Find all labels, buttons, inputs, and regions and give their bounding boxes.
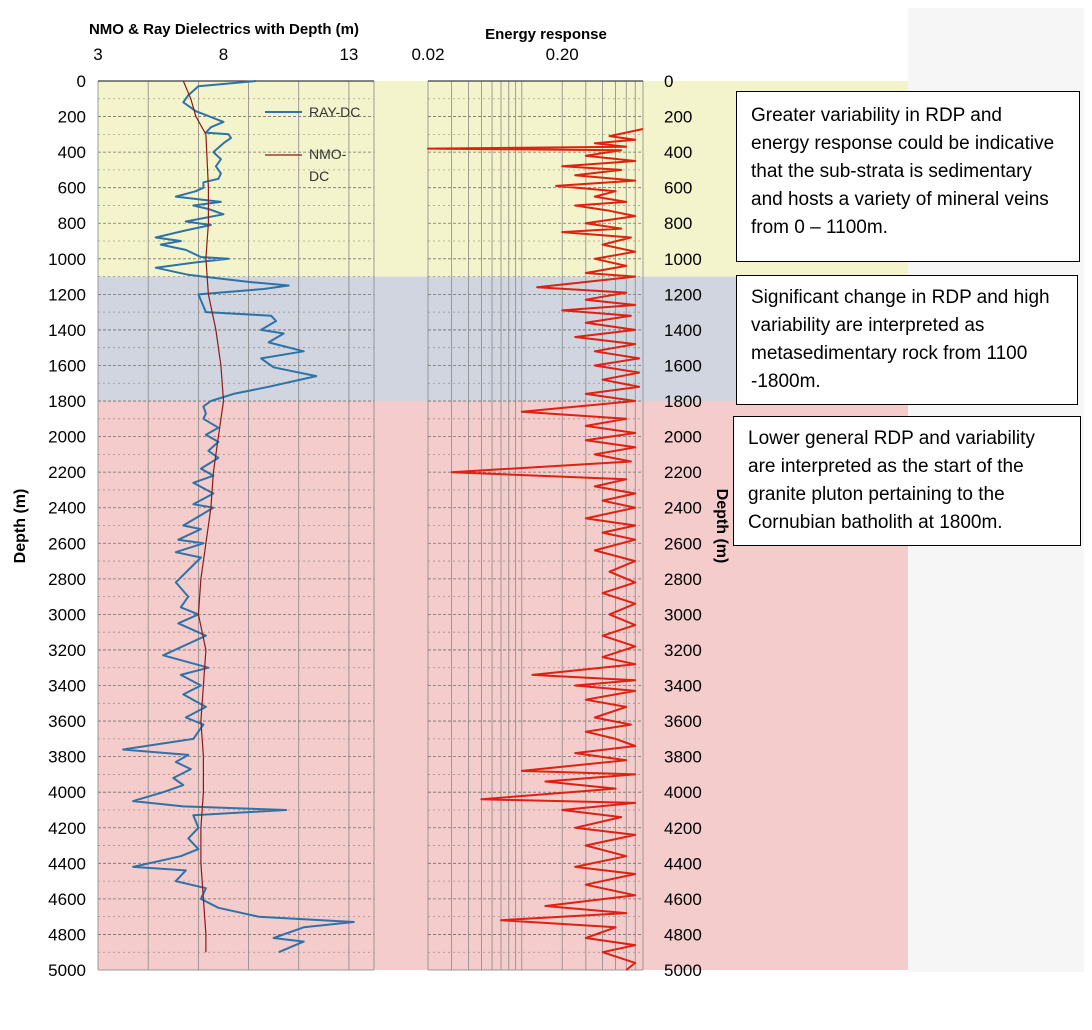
y-tick-label-right: 1200 [664,285,702,304]
y-tick-label-right: 3000 [664,605,702,624]
y-tick-label-left: 1000 [48,250,86,269]
y-tick-label-left: 2800 [48,570,86,589]
y-tick-label-left: 800 [58,214,86,233]
annotation-box-metasedimentary: Significant change in RDP and high varia… [736,275,1078,405]
y-tick-label-left: 1200 [48,285,86,304]
y-tick-label-left: 4400 [48,854,86,873]
y-tick-label-right: 4200 [664,819,702,838]
y-tick-label-left: 1400 [48,321,86,340]
y-tick-label-right: 0 [664,72,673,91]
y-tick-label-left: 2200 [48,463,86,482]
chart-title-dielectrics: NMO & Ray Dielectrics with Depth (m) [89,21,359,38]
series-line-ray-dc [122,80,355,954]
y-tick-label-right: 4800 [664,925,702,944]
y-tick-label-left: 3400 [48,677,86,696]
y-tick-label-left: 2000 [48,428,86,447]
y-tick-label-right: 2600 [664,534,702,553]
y-tick-label-left: 2600 [48,534,86,553]
series-line-nmo-dc [182,80,225,953]
y-tick-label-right: 3200 [664,641,702,660]
y-tick-label-right: 4400 [664,854,702,873]
y-tick-label-right: 600 [664,179,692,198]
y-tick-label-right: 1800 [664,392,702,411]
y-tick-label-left: 0 [77,72,86,91]
y-tick-label-left: 3600 [48,712,86,731]
y-tick-label-left: 400 [58,143,86,162]
y-tick-label-left: 3800 [48,748,86,767]
y-tick-label-left: 3000 [48,605,86,624]
y-tick-label-left: 2400 [48,499,86,518]
y-tick-label-left: 4000 [48,783,86,802]
series-line-energy-response [427,128,644,971]
x-tick-label-right: 0.02 [411,45,444,64]
x-tick-label-right: 0.20 [546,45,579,64]
annotation-box-granite: Lower general RDP and variability are in… [733,416,1081,546]
y-tick-label-left: 4800 [48,925,86,944]
y-tick-label-right: 200 [664,108,692,127]
y-tick-label-left: 4600 [48,890,86,909]
y-tick-label-right: 2000 [664,428,702,447]
y-tick-label-right: 2800 [664,570,702,589]
y-tick-label-right: 3400 [664,677,702,696]
legend-label-nmo-dc: NMO- [309,146,347,162]
y-tick-label-right: 5000 [664,961,702,980]
y-tick-label-right: 1600 [664,356,702,375]
y-tick-label-left: 1800 [48,392,86,411]
y-tick-label-left: 4200 [48,819,86,838]
y-tick-label-right: 1400 [664,321,702,340]
x-tick-label-left: 13 [339,45,358,64]
x-tick-label-left: 8 [219,45,228,64]
y-tick-label-left: 200 [58,108,86,127]
y-tick-label-right: 1000 [664,250,702,269]
y-tick-label-right: 4600 [664,890,702,909]
y-tick-label-right: 2400 [664,499,702,518]
chart-title-energy: Energy response [485,26,607,43]
y-tick-label-right: 2200 [664,463,702,482]
legend-label-nmo-dc-line2: DC [309,168,329,184]
y-tick-label-left: 3200 [48,641,86,660]
y-tick-label-left: 1600 [48,356,86,375]
legend-label-ray-dc: RAY-DC [309,104,360,120]
y-tick-label-left: 600 [58,179,86,198]
x-tick-label-left: 3 [93,45,102,64]
y-tick-label-left: 5000 [48,961,86,980]
y-axis-title-right: Depth (m) [713,489,730,564]
y-tick-label-right: 3800 [664,748,702,767]
annotation-box-sedimentary: Greater variability in RDP and energy re… [736,91,1080,262]
y-tick-label-right: 400 [664,143,692,162]
y-tick-label-right: 3600 [664,712,702,731]
y-axis-title-left: Depth (m) [12,489,29,564]
y-tick-label-right: 800 [664,214,692,233]
y-tick-label-right: 4000 [664,783,702,802]
